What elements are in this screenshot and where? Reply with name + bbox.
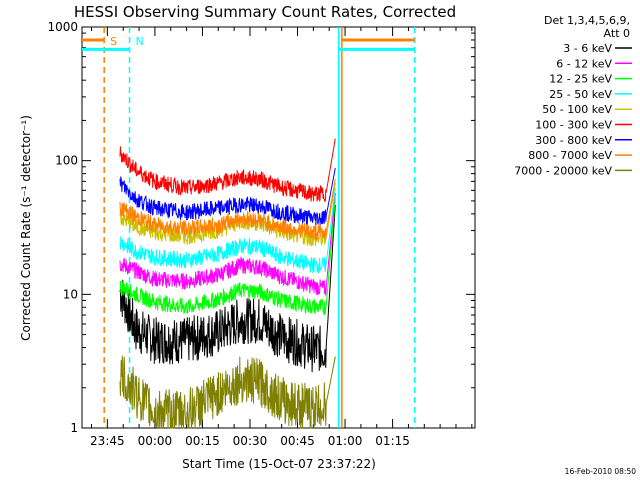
x-tick-label: 00:15: [185, 434, 220, 448]
flag-annotation: N: [136, 35, 144, 48]
y-axis-label: Corrected Count Rate (s⁻¹ detector⁻¹): [19, 115, 33, 341]
legend-label: 800 - 7000 keV: [528, 149, 612, 162]
legend-label: 7000 - 20000 keV: [514, 164, 612, 177]
y-tick-label: 100: [55, 154, 78, 168]
series-line: [119, 355, 336, 429]
y-tick-label: 1: [70, 421, 78, 435]
x-axis-label: Start Time (15-Oct-07 23:37:22): [182, 457, 376, 471]
legend-label: 300 - 800 keV: [535, 134, 612, 147]
legend-label: 12 - 25 keV: [549, 73, 612, 86]
series-line: [119, 178, 336, 241]
legend: 3 - 6 keV 6 - 12 keV 12 - 25 keV 25 - 50 ke…: [514, 42, 632, 177]
x-tick-label: 00:45: [280, 434, 315, 448]
series-line: [119, 198, 336, 316]
series-line: [119, 187, 336, 274]
flag-annotation: S: [110, 35, 117, 48]
series-line: [119, 138, 336, 202]
legend-label: 25 - 50 keV: [549, 88, 612, 101]
x-tick-label: 23:45: [90, 434, 125, 448]
x-tick-label: 00:30: [233, 434, 268, 448]
plot-area: 1 10 100 1000 23:45 00:00 00:15 00:30 00:45 01:00…: [47, 20, 476, 448]
legend-label: 6 - 12 keV: [556, 57, 612, 70]
x-tick-label: 00:00: [138, 434, 173, 448]
legend-label: 50 - 100 keV: [542, 103, 612, 116]
y-tick-label: 1000: [47, 20, 78, 34]
x-tick-label: 01:15: [375, 434, 410, 448]
legend-header-line-2: Att 0: [604, 27, 630, 40]
plot-frame: [81, 26, 476, 429]
x-tick-label: 01:00: [328, 434, 363, 448]
legend-label: 3 - 6 keV: [563, 42, 612, 55]
series-line: [119, 168, 336, 226]
chart-title: HESSI Observing Summary Count Rates, Cor…: [74, 3, 456, 21]
timestamp: 16-Feb-2010 08:50: [565, 467, 637, 476]
y-tick-label: 10: [63, 287, 78, 301]
legend-header-line-1: Det 1,3,4,5,6,9,: [544, 14, 630, 27]
legend-label: 100 - 300 keV: [535, 119, 612, 132]
series-line: [119, 204, 336, 373]
series-line: [119, 192, 336, 296]
